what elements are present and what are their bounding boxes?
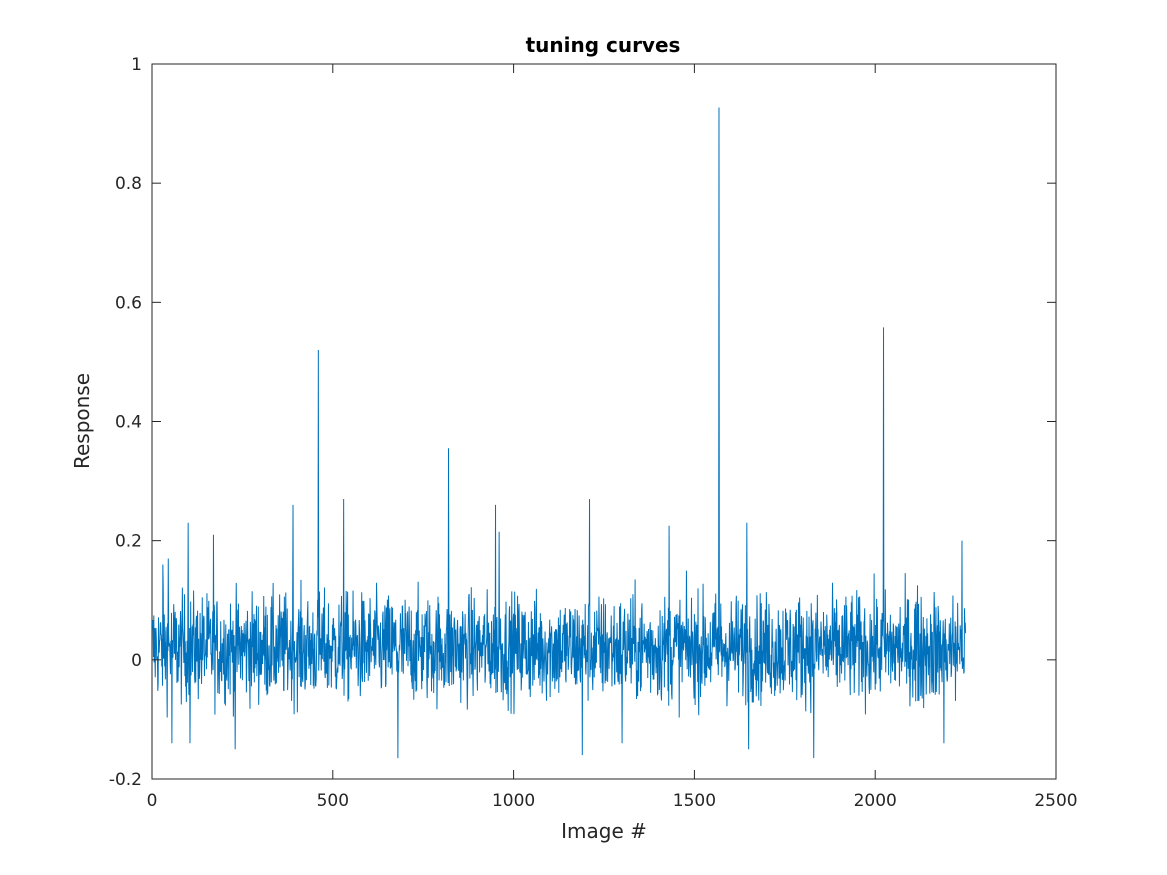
series-line: [151, 107, 967, 759]
x-axis-label: Image #: [561, 819, 647, 843]
x-tick-label: 500: [317, 791, 349, 811]
y-tick-label: 1: [131, 55, 142, 75]
y-tick-label: -0.2: [109, 770, 142, 790]
y-tick-label: 0.4: [115, 413, 142, 433]
x-tick-label: 2000: [854, 791, 897, 811]
plot-area: 0 500 1000 1500 2000 2500 -0.200.20.40.60.81: [109, 55, 1078, 811]
x-tick-label: 2500: [1034, 791, 1077, 811]
y-tick-label: 0: [131, 651, 142, 671]
y-tick-label: 0.6: [115, 293, 142, 313]
x-tick-label: 1000: [492, 791, 535, 811]
y-axis-label: Response: [70, 373, 94, 469]
series-layer: [151, 107, 967, 759]
x-tick-label: 1500: [673, 791, 716, 811]
x-tick-label: 0: [147, 791, 158, 811]
chart-title: tuning curves: [526, 33, 681, 57]
x-axis-ticks: 0 500 1000 1500 2000 2500: [147, 64, 1078, 811]
y-axis-ticks: -0.2 0 0.2 0.4 0.6 0.8 1: [109, 55, 1056, 790]
y-tick-label: 0.8: [115, 174, 142, 194]
y-tick-label: 0.2: [115, 532, 142, 552]
